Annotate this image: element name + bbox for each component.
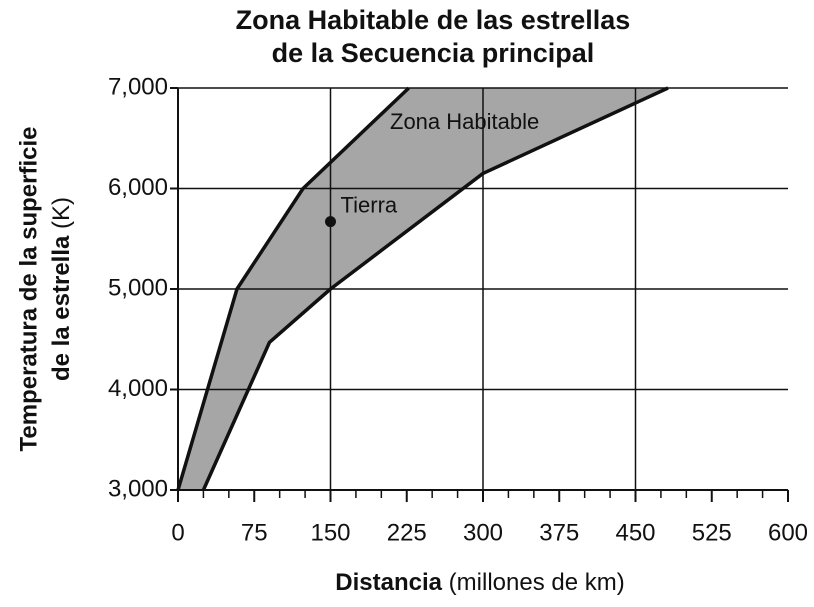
x-tick-label: 300: [463, 519, 503, 546]
chart-title: de la Secuencia principal: [272, 38, 595, 68]
x-tick-label: 450: [615, 519, 655, 546]
x-label-bold: Distancia: [335, 569, 442, 596]
y-tick-label: 3,000: [108, 475, 168, 502]
boundary-line: [176, 86, 410, 491]
x-axis-label: Distancia (millones de km): [335, 569, 624, 596]
x-tick-label: 525: [692, 519, 732, 546]
y-label-unit: (K): [48, 197, 75, 229]
x-label-rest: (millones de km): [449, 569, 625, 596]
x-tick-label: 75: [241, 519, 268, 546]
earth-point: [325, 216, 336, 228]
y-tick-label: 6,000: [108, 174, 168, 201]
y-label-bold: de la estrella: [48, 235, 75, 381]
x-tick-label: 375: [539, 519, 579, 546]
y-label-line: Temperatura de la superficie: [15, 126, 42, 451]
y-axis-label: Temperatura de la superficie de la estre…: [15, 126, 75, 451]
chart-title: Zona Habitable de las estrellas: [236, 5, 631, 35]
y-tick-label: 5,000: [108, 274, 168, 301]
x-tick-label: 600: [768, 519, 808, 546]
y-tick-label: 4,000: [108, 375, 168, 402]
boundary-line: [201, 86, 669, 491]
x-tick-label: 225: [387, 519, 427, 546]
area-label: Zona Habitable: [390, 109, 539, 134]
x-tick-label: 0: [171, 519, 184, 546]
point-label: Tierra: [341, 192, 398, 217]
x-tick-label: 150: [310, 519, 350, 546]
y-label-line: de la estrella (K): [48, 197, 75, 381]
y-tick-label: 7,000: [108, 73, 168, 100]
